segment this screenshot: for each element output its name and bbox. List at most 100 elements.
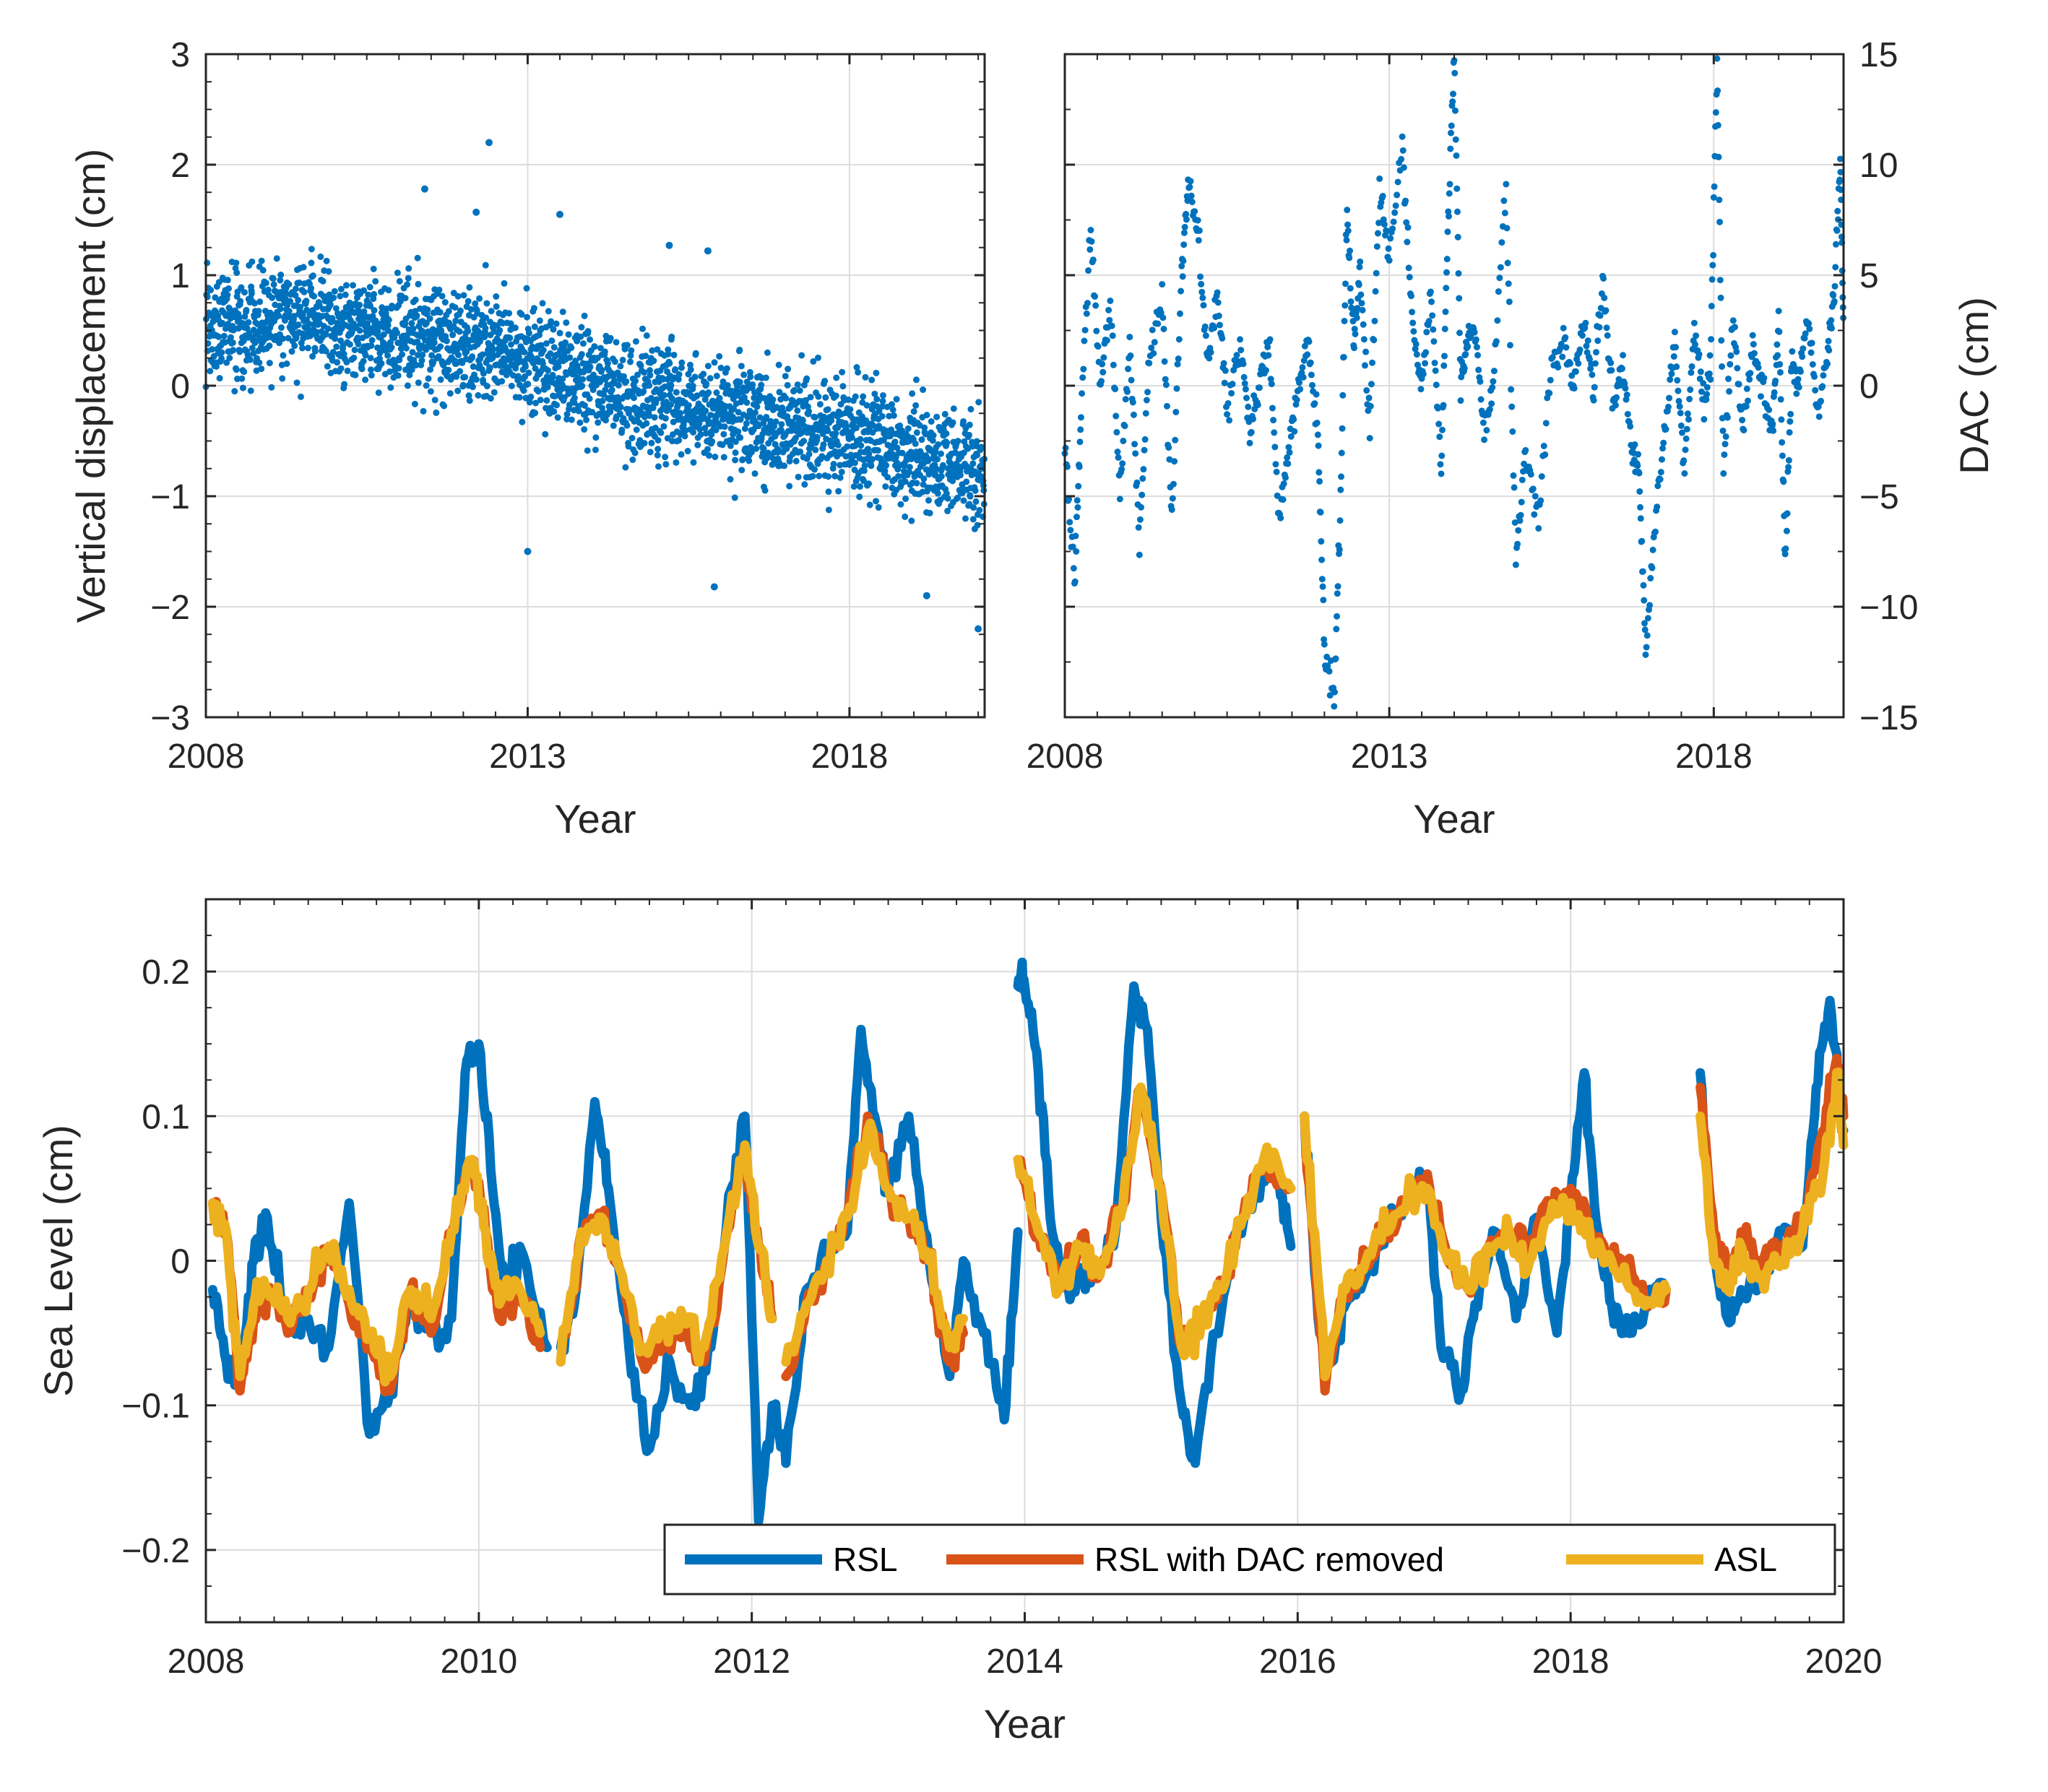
data-point — [1607, 359, 1615, 366]
data-point — [703, 380, 710, 387]
data-point — [1706, 352, 1714, 359]
data-point — [756, 414, 764, 421]
data-point — [1119, 460, 1126, 467]
data-point — [555, 363, 562, 371]
data-point — [366, 284, 373, 291]
data-point — [299, 345, 306, 352]
data-point — [1308, 381, 1315, 389]
data-point — [1676, 403, 1683, 410]
data-point — [280, 352, 287, 359]
outlier-point — [665, 241, 673, 249]
data-point — [1390, 218, 1397, 225]
data-point — [1133, 479, 1141, 486]
data-point — [1714, 87, 1721, 95]
data-point — [712, 454, 719, 461]
data-point — [1642, 651, 1649, 658]
data-point — [506, 334, 514, 342]
data-point — [574, 337, 581, 345]
data-point — [926, 509, 933, 516]
data-point — [371, 307, 378, 314]
data-point — [1219, 334, 1226, 342]
data-point — [531, 323, 538, 330]
data-point — [1776, 328, 1783, 335]
data-point — [1710, 194, 1717, 201]
data-point — [1214, 289, 1221, 296]
data-point — [675, 376, 682, 383]
data-point — [309, 352, 316, 360]
data-point — [250, 350, 257, 357]
data-point — [337, 337, 345, 345]
data-point — [374, 344, 381, 351]
data-point — [1601, 294, 1608, 301]
data-point — [1315, 442, 1322, 449]
data-point — [753, 445, 760, 452]
data-point — [1311, 400, 1318, 407]
data-point — [277, 306, 284, 313]
data-point — [367, 355, 374, 362]
data-point — [1591, 384, 1598, 391]
data-point — [311, 347, 319, 355]
data-point — [1438, 452, 1446, 459]
data-point — [589, 409, 596, 416]
data-point — [912, 440, 919, 447]
data-point — [1830, 292, 1837, 299]
data-point — [881, 467, 889, 475]
data-point — [791, 386, 798, 394]
data-point — [838, 468, 845, 475]
data-point — [427, 366, 434, 373]
data-point — [324, 363, 331, 370]
data-point — [1358, 300, 1365, 307]
data-point — [1618, 365, 1625, 372]
data-point — [1425, 318, 1433, 325]
data-point — [632, 377, 639, 384]
data-point — [1716, 218, 1724, 225]
data-point — [1169, 495, 1176, 502]
data-point — [275, 312, 282, 319]
data-point — [1300, 373, 1307, 381]
data-point — [1582, 319, 1589, 326]
data-point — [1375, 220, 1383, 227]
data-point — [488, 308, 495, 315]
data-point — [1076, 438, 1084, 446]
data-point — [1130, 411, 1137, 418]
data-point — [701, 425, 709, 432]
data-point — [1199, 294, 1206, 301]
data-point — [860, 477, 867, 485]
data-point — [897, 501, 904, 508]
data-point — [270, 281, 277, 288]
data-point — [1139, 475, 1146, 482]
data-point — [554, 414, 561, 421]
data-point — [901, 462, 908, 469]
data-point — [269, 294, 276, 301]
data-point — [508, 382, 515, 389]
data-point — [950, 405, 957, 412]
data-point — [730, 405, 738, 412]
data-point — [233, 269, 241, 277]
data-point — [1657, 469, 1664, 476]
data-point — [1540, 442, 1547, 449]
data-point — [1201, 323, 1209, 330]
data-point — [1138, 503, 1145, 511]
data-point — [515, 353, 522, 360]
data-point — [283, 360, 290, 368]
data-point — [1506, 342, 1513, 349]
data-point — [1567, 360, 1574, 367]
data-point — [622, 464, 629, 471]
data-point — [689, 382, 696, 389]
data-point — [367, 303, 374, 310]
data-point — [532, 399, 539, 407]
data-point — [1380, 216, 1387, 223]
data-point — [1240, 373, 1248, 381]
data-point — [962, 515, 969, 522]
series-line — [781, 1118, 968, 1367]
data-point — [1449, 98, 1456, 105]
data-point — [874, 447, 881, 454]
data-point — [1121, 423, 1128, 430]
data-point — [1786, 418, 1794, 425]
data-point — [1495, 288, 1502, 295]
data-point — [413, 312, 420, 319]
data-point — [816, 401, 824, 408]
data-point — [835, 488, 842, 495]
data-point — [1714, 121, 1721, 129]
data-point — [1123, 388, 1131, 395]
